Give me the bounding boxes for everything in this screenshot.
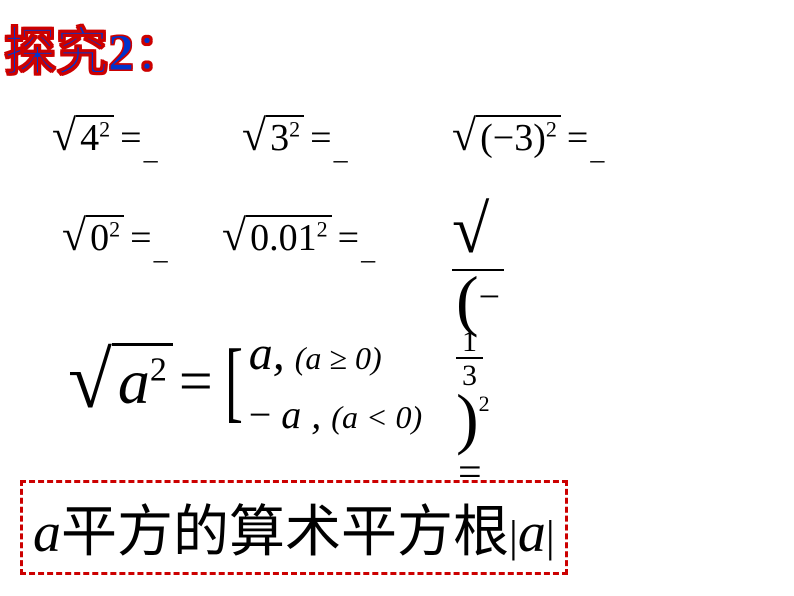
sqrt-neg-third-squared: √(−13)2= [452, 190, 504, 497]
sqrt-neg3-squared: √(−3)2=_ [452, 110, 604, 167]
case-neg: − a ,(a < 0) [249, 387, 422, 443]
sqrt-3-squared: √32=_ [242, 110, 348, 167]
sqrt-0-squared: √02=_ [62, 210, 168, 267]
case-nonneg: a,(a ≥ 0) [249, 320, 422, 387]
section-title: 探究2： [4, 10, 186, 85]
sqrt-4-squared: √42=_ [52, 110, 158, 167]
conclusion-box: a平方的算术平方根|a| [20, 480, 568, 575]
var-a: a [33, 502, 61, 564]
sqrt-a-squared-formula: √a2=[ a,(a ≥ 0) − a ,(a < 0) [68, 320, 422, 443]
conclusion-text: 平方的算术平方根 [61, 502, 509, 564]
sqrt-001-squared: √0.012=_ [222, 210, 375, 267]
abs-a: a [518, 502, 546, 564]
